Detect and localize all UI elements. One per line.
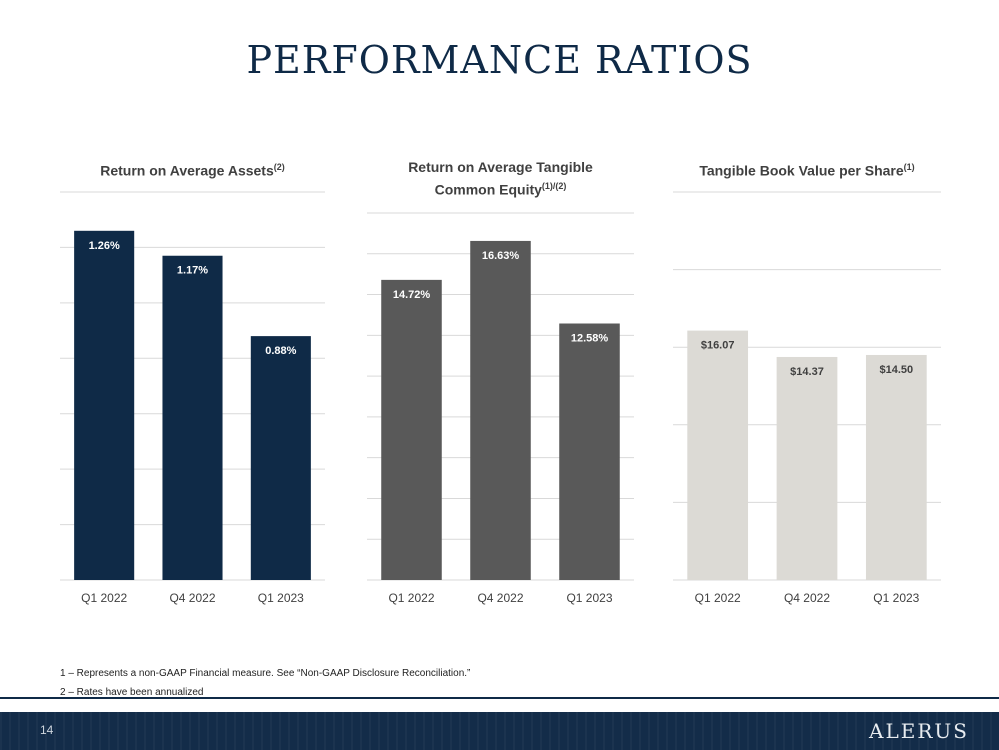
chart-title: Return on Average Tangible Common Equity… bbox=[367, 158, 634, 200]
chart-title: Tangible Book Value per Share(1) bbox=[673, 158, 941, 181]
chart-title-sup: (2) bbox=[273, 162, 285, 172]
data-label: 16.63% bbox=[482, 250, 520, 262]
x-tick-label: Q4 2022 bbox=[784, 591, 830, 605]
rotce-plot: 14.72% Q1 2022 16.63% Q4 2022 12.58% Q1 2023 bbox=[367, 212, 634, 605]
data-label: 1.17% bbox=[177, 265, 208, 277]
bar bbox=[381, 279, 442, 580]
bar bbox=[470, 240, 531, 580]
data-label: $14.37 bbox=[790, 366, 824, 378]
chart-title-sup: (1)/(2) bbox=[541, 181, 567, 191]
footnote-1: 1 – Represents a non-GAAP Financial meas… bbox=[60, 668, 471, 679]
footer-divider bbox=[0, 697, 999, 699]
x-tick-label: Q1 2023 bbox=[566, 591, 612, 605]
x-tick-label: Q1 2023 bbox=[873, 591, 919, 605]
page-title: PERFORMANCE RATIOS bbox=[246, 38, 753, 82]
chart-title-sup: (1) bbox=[903, 162, 915, 172]
tbvps-chart: Tangible Book Value per Share(1) $16.07 Q… bbox=[673, 150, 941, 610]
x-tick-label: Q4 2022 bbox=[169, 591, 215, 605]
data-label: $16.07 bbox=[701, 340, 735, 352]
x-tick-label: Q1 2022 bbox=[388, 591, 434, 605]
page-number: 14 bbox=[40, 723, 54, 737]
chart-title-line1: Return on Average Tangible bbox=[408, 159, 593, 175]
footnote-2: 2 – Rates have been annualized bbox=[60, 687, 204, 698]
bar bbox=[865, 354, 927, 580]
data-label: 14.72% bbox=[393, 289, 431, 301]
x-tick-label: Q1 2022 bbox=[81, 591, 127, 605]
roaa-chart: Return on Average Assets(2) 1.26% Q1 2022… bbox=[60, 150, 325, 610]
bar bbox=[559, 323, 620, 580]
bar bbox=[250, 336, 311, 580]
footer-bar: 14 ALERUS bbox=[0, 712, 999, 750]
tbvps-plot: $16.07 Q1 2022 $14.37 Q4 2022 $14.50 Q1 2023 bbox=[673, 191, 941, 605]
roaa-plot: 1.26% Q1 2022 1.17% Q4 2022 0.88% Q1 2023 bbox=[60, 191, 325, 605]
x-tick-label: Q4 2022 bbox=[477, 591, 523, 605]
footnotes: 1 – Represents a non-GAAP Financial meas… bbox=[60, 664, 470, 702]
x-tick-label: Q1 2023 bbox=[258, 591, 304, 605]
x-tick-label: Q1 2022 bbox=[695, 591, 741, 605]
data-label: 1.26% bbox=[89, 240, 120, 252]
chart-title-text: Return on Average Assets bbox=[100, 162, 274, 179]
alerus-logo: ALERUS bbox=[869, 719, 969, 743]
bar bbox=[162, 255, 223, 580]
bar bbox=[74, 230, 135, 581]
data-label: 12.58% bbox=[571, 333, 609, 345]
data-label: 0.88% bbox=[265, 345, 296, 357]
chart-title: Return on Average Assets(2) bbox=[60, 158, 325, 181]
chart-title-text: Tangible Book Value per Share bbox=[699, 162, 904, 179]
data-label: $14.50 bbox=[880, 364, 914, 376]
chart-title-line2: Common Equity bbox=[434, 181, 542, 198]
bar bbox=[687, 330, 749, 580]
bar bbox=[776, 356, 838, 580]
rotce-chart: Return on Average Tangible Common Equity… bbox=[367, 150, 634, 610]
